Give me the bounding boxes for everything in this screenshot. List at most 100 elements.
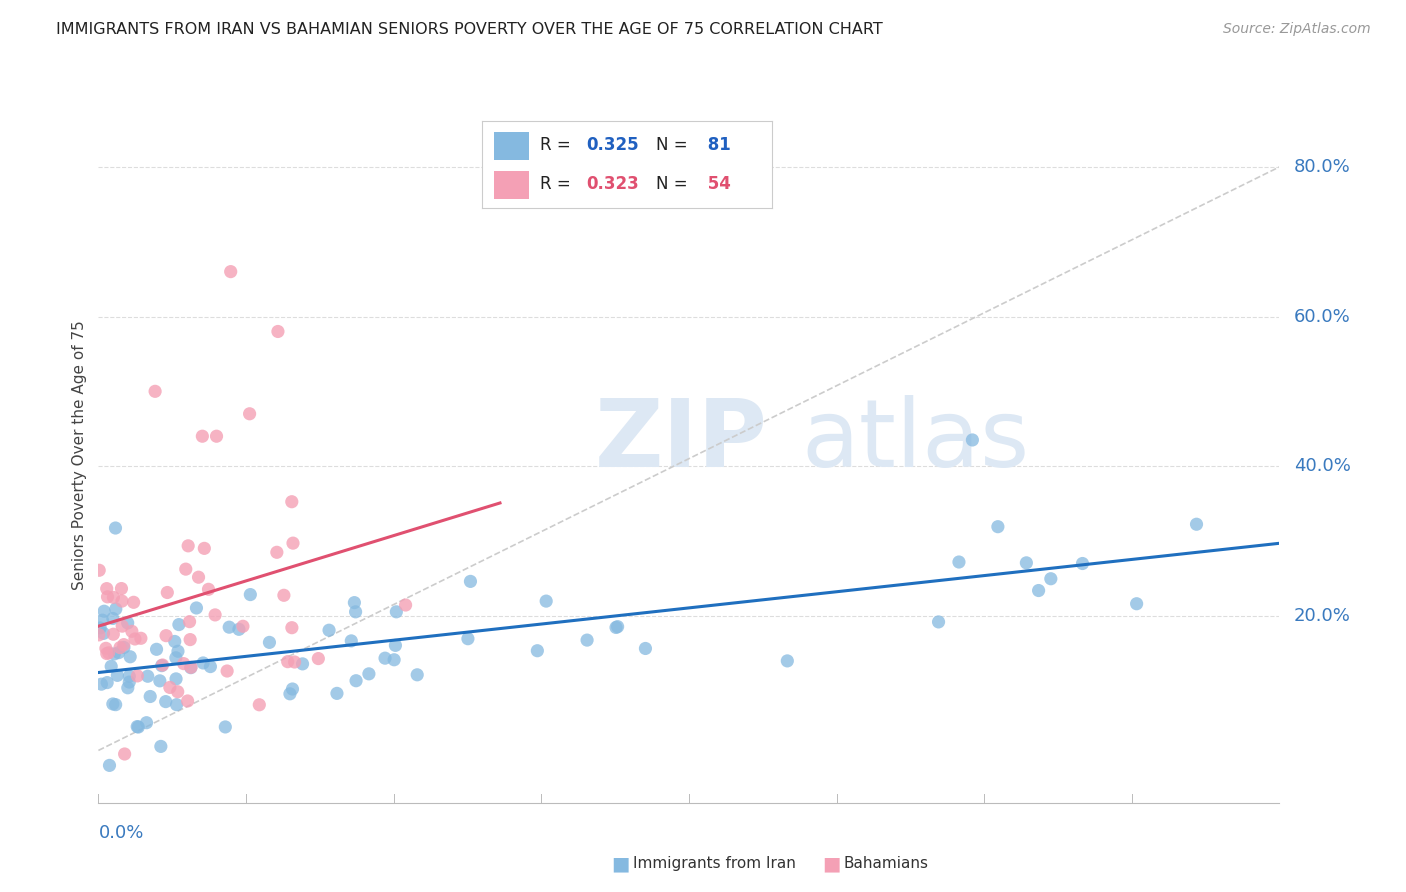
Point [247,698,270,712]
Point [193,541,215,556]
Point [166,684,188,698]
Point [107,646,129,660]
Point [94,641,117,656]
Point [259,635,281,649]
Point [1015,556,1038,570]
Point [776,654,799,668]
Point [962,433,984,447]
Point [117,615,139,630]
Point [278,687,301,701]
Point [394,598,416,612]
Text: 80.0%: 80.0% [1294,158,1350,176]
Point [112,638,135,652]
Point [1185,517,1208,532]
Point [105,668,128,682]
Text: Bahamians: Bahamians [844,856,928,871]
Point [135,715,157,730]
Point [228,623,250,637]
Point [186,601,208,615]
Point [267,325,290,339]
Point [136,669,159,683]
Text: ■: ■ [612,854,630,873]
Text: IMMIGRANTS FROM IRAN VS BAHAMIAN SENIORS POVERTY OVER THE AGE OF 75 CORRELATION : IMMIGRANTS FROM IRAN VS BAHAMIAN SENIORS… [56,22,883,37]
Point [156,585,179,599]
Point [103,627,125,641]
Point [117,681,139,695]
Point [277,655,299,669]
Text: atlas: atlas [801,395,1029,487]
Point [344,673,367,688]
Point [103,647,125,661]
Point [281,536,304,550]
Point [155,629,177,643]
Point [118,669,141,683]
Point [460,574,482,589]
Point [200,659,222,673]
Point [159,681,181,695]
Point [318,624,340,638]
Point [357,666,380,681]
Text: Source: ZipAtlas.com: Source: ZipAtlas.com [1223,22,1371,37]
Point [93,626,115,640]
Point [104,698,127,712]
Point [344,605,367,619]
Point [165,672,187,686]
Point [191,429,214,443]
Point [1071,557,1094,571]
Point [576,633,599,648]
Text: 40.0%: 40.0% [1294,457,1351,475]
Point [177,539,200,553]
Point [307,651,329,665]
Point [217,664,239,678]
Y-axis label: Seniors Poverty Over the Age of 75: Seniors Poverty Over the Age of 75 [72,320,87,590]
Point [634,641,657,656]
Point [273,588,295,602]
Point [118,675,141,690]
Point [340,633,363,648]
Point [150,658,173,673]
Point [173,657,195,671]
Point [605,620,627,634]
Point [104,521,127,535]
Point [89,621,111,635]
Point [98,758,121,772]
Point [1028,583,1050,598]
Point [127,669,149,683]
Point [382,653,405,667]
Point [197,582,219,597]
Point [120,649,142,664]
Point [191,656,214,670]
Point [214,720,236,734]
Point [174,562,197,576]
Point [606,620,628,634]
Point [928,615,950,629]
Point [104,602,127,616]
Point [114,747,136,761]
Point [281,494,304,508]
Text: 60.0%: 60.0% [1294,308,1350,326]
Point [167,617,190,632]
Point [385,605,408,619]
Point [143,384,166,399]
Point [97,646,120,660]
Point [987,519,1010,533]
Point [281,621,304,635]
Text: ZIP: ZIP [595,395,768,487]
Point [204,607,226,622]
Point [1125,597,1147,611]
Point [948,555,970,569]
Point [121,624,143,639]
Point [127,720,149,734]
Point [155,695,177,709]
Point [112,640,135,655]
Point [101,697,124,711]
Point [406,667,429,681]
Text: 20.0%: 20.0% [1294,607,1351,624]
Point [232,619,254,633]
Point [218,620,240,634]
Point [122,595,145,609]
Point [103,591,125,605]
Point [108,640,131,655]
Point [239,588,262,602]
Point [281,681,304,696]
